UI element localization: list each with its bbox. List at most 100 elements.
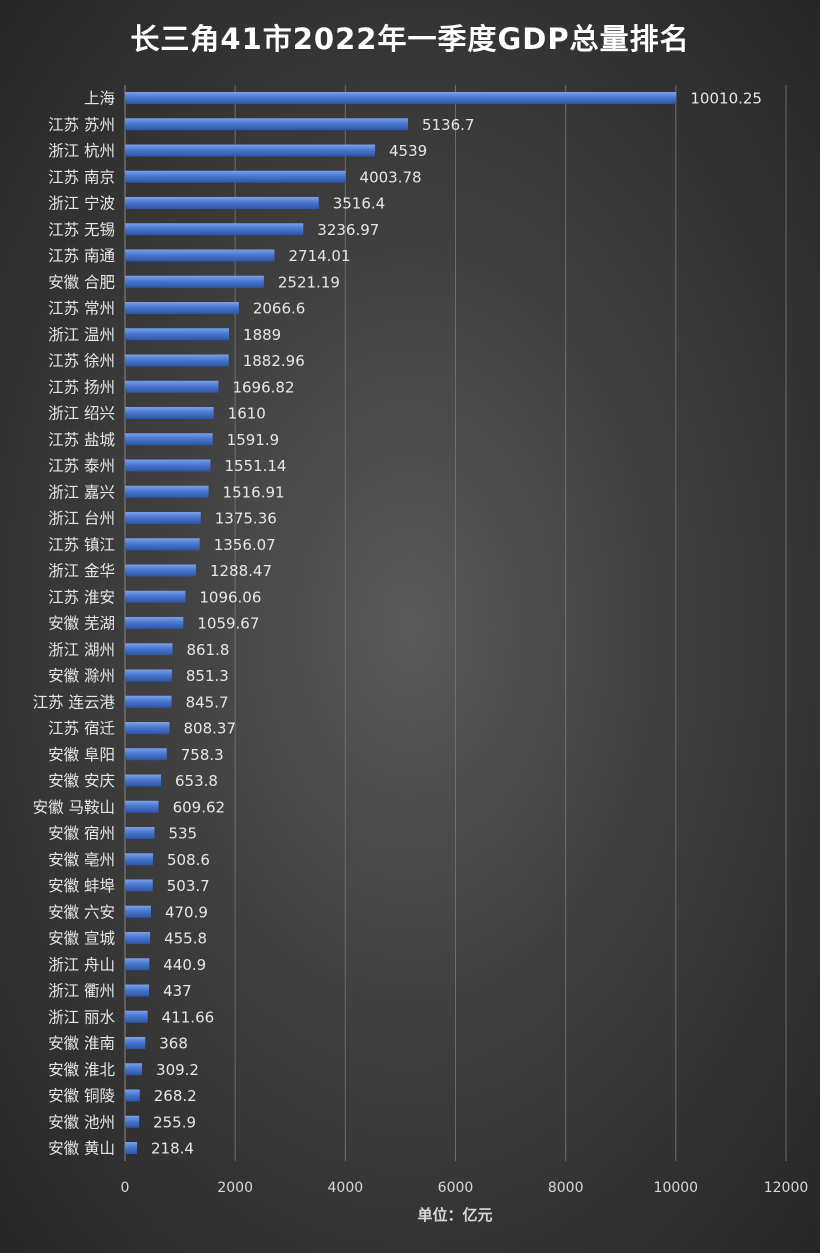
y-tick-label: 浙江 舟山 (48, 956, 115, 974)
data-label: 503.7 (167, 877, 210, 895)
bar (125, 722, 170, 734)
data-label: 368 (159, 1035, 188, 1053)
data-label: 1551.14 (224, 457, 286, 475)
y-tick-label: 江苏 镇江 (48, 536, 115, 554)
bar (125, 170, 346, 183)
bar (125, 249, 275, 262)
bar (125, 144, 376, 157)
bar (125, 1010, 148, 1023)
bar (125, 328, 230, 341)
bar (125, 538, 200, 551)
bar (125, 879, 153, 892)
bar (125, 1115, 140, 1128)
y-tick-label: 安徽 宿州 (48, 825, 115, 843)
data-label: 411.66 (162, 1008, 215, 1026)
x-tick-label: 6000 (438, 1180, 474, 1196)
bar (125, 512, 201, 524)
y-tick-label: 安徽 宣城 (48, 930, 115, 948)
y-tick-label: 浙江 台州 (48, 510, 115, 528)
data-label: 2714.01 (288, 247, 350, 265)
bar (125, 748, 167, 761)
y-tick-label: 安徽 六安 (48, 903, 115, 921)
data-label: 1059.67 (197, 615, 259, 633)
x-tick-label: 4000 (328, 1180, 364, 1196)
y-tick-label: 江苏 徐州 (48, 352, 115, 370)
bar (125, 275, 264, 288)
y-tick-label: 江苏 连云港 (33, 693, 116, 711)
bar (125, 643, 173, 656)
y-tick-label: 上海 (84, 90, 115, 108)
data-label: 1516.91 (223, 483, 285, 501)
x-tick-label: 8000 (548, 1180, 584, 1196)
y-tick-label: 安徽 芜湖 (48, 615, 115, 633)
bar (125, 800, 159, 813)
y-tick-label: 安徽 淮北 (48, 1061, 115, 1079)
data-label: 1288.47 (210, 562, 272, 580)
bar (125, 669, 172, 682)
bar (125, 774, 162, 787)
bar (125, 984, 150, 997)
data-label: 309.2 (156, 1061, 199, 1079)
data-label: 609.62 (173, 798, 226, 816)
bar (125, 302, 239, 314)
y-tick-label: 江苏 南京 (48, 168, 115, 186)
y-tick-label: 浙江 湖州 (48, 641, 115, 659)
data-label: 851.3 (186, 667, 229, 685)
y-tick-label: 安徽 黄山 (48, 1140, 115, 1158)
bar (125, 118, 408, 131)
data-label: 470.9 (165, 903, 208, 921)
y-tick-label: 浙江 衢州 (48, 982, 115, 1000)
y-tick-label: 安徽 池州 (48, 1113, 115, 1131)
x-tick-label: 0 (121, 1180, 130, 1196)
bar (125, 407, 214, 419)
y-tick-label: 江苏 南通 (48, 247, 115, 265)
data-label: 1356.07 (214, 536, 276, 554)
y-tick-label: 江苏 扬州 (48, 378, 115, 396)
data-label: 861.8 (186, 641, 229, 659)
data-label: 1375.36 (215, 510, 277, 528)
y-tick-label: 安徽 马鞍山 (33, 798, 115, 816)
y-tick-label: 安徽 合肥 (48, 273, 115, 291)
bar (125, 564, 196, 577)
y-tick-label: 安徽 蚌埠 (48, 877, 115, 895)
y-tick-label: 浙江 温州 (48, 326, 115, 344)
data-label: 10010.25 (690, 90, 762, 108)
y-tick-label: 浙江 嘉兴 (48, 483, 115, 501)
y-tick-label: 江苏 盐城 (48, 431, 115, 449)
data-label: 3516.4 (333, 195, 386, 213)
y-tick-label: 安徽 阜阳 (48, 746, 115, 764)
y-tick-label: 安徽 淮南 (48, 1035, 115, 1053)
x-tick-label: 12000 (764, 1180, 809, 1196)
data-label: 653.8 (175, 772, 218, 790)
bar (125, 197, 319, 209)
y-tick-label: 浙江 杭州 (48, 142, 115, 160)
data-label: 1882.96 (243, 352, 305, 370)
y-tick-label: 安徽 安庆 (48, 772, 115, 790)
bar (125, 590, 186, 603)
chart-title: 长三角41市2022年一季度GDP总量排名 (130, 22, 690, 56)
x-tick-label: 2000 (217, 1180, 253, 1196)
y-tick-label: 江苏 宿迁 (48, 720, 115, 738)
bar (125, 1037, 146, 1049)
data-label: 845.7 (186, 693, 229, 711)
data-label: 3236.97 (317, 221, 379, 239)
x-axis-label: 单位：亿元 (417, 1206, 493, 1224)
data-label: 2521.19 (278, 273, 340, 291)
bar (125, 695, 172, 708)
x-tick-label: 10000 (654, 1180, 699, 1196)
bar (125, 380, 219, 393)
y-tick-label: 安徽 亳州 (48, 851, 115, 869)
data-label: 5136.7 (422, 116, 475, 134)
data-label: 1889 (243, 326, 281, 344)
data-label: 758.3 (181, 746, 224, 764)
y-tick-label: 安徽 铜陵 (48, 1087, 115, 1105)
y-tick-label: 浙江 金华 (48, 562, 115, 580)
data-label: 1610 (228, 405, 266, 423)
data-label: 4003.78 (360, 168, 422, 186)
bar (125, 958, 150, 971)
data-label: 508.6 (167, 851, 210, 869)
data-label: 440.9 (163, 956, 206, 974)
y-tick-label: 浙江 宁波 (48, 195, 115, 213)
bar (125, 354, 229, 367)
